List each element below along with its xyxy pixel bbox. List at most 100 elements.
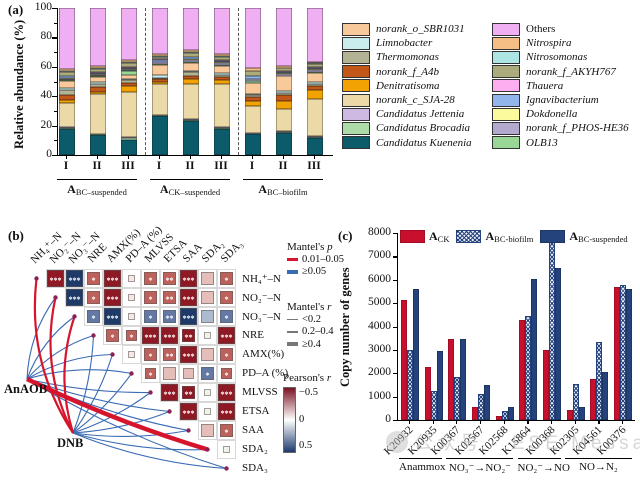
pearson-mid-label: 0 (299, 413, 305, 425)
matrix-cell (201, 291, 214, 304)
panel-a-y-tick (52, 96, 57, 98)
network-edge-DNB-SDA₂ (72, 432, 208, 451)
network-edge-DNB-NO₃⁻–N (63, 316, 76, 434)
matrix-cell: * (106, 329, 119, 342)
panel-a-y-minor-tick (54, 81, 57, 83)
matrix-cell (201, 348, 214, 361)
network-edge-AnAOB-NRE (26, 334, 94, 380)
panel-c-group-label: NO→N₂ (579, 461, 618, 473)
legend-item: Limnobacter (342, 36, 472, 50)
bar-segment-denitratisoma (121, 85, 137, 92)
bar-segment-phoshe36 (276, 74, 292, 76)
matrix-row-label: NH₄⁺–N (242, 272, 281, 285)
bar-segment-ignavibacterium (152, 60, 168, 62)
matrix-cell-slot: * (122, 326, 141, 345)
mantel-p-item: 0.01–0.05 (287, 253, 344, 266)
significance-stars: *** (144, 332, 157, 342)
legend-label: Limnobacter (376, 37, 433, 50)
bar-segment-dokdonella (245, 78, 261, 80)
bar-segment-olb13 (183, 61, 199, 64)
bar-segment-sbr1031 (152, 65, 168, 75)
panel-c-y-tick-label: 7000 (368, 249, 391, 262)
matrix-cell: * (220, 348, 233, 361)
bar-segment-kuenenia (90, 135, 106, 155)
panel-c-legend-swatch-CK (400, 230, 425, 243)
significance-stars: *** (106, 275, 119, 285)
panel-a-group-label: ACK–suspended (159, 182, 221, 197)
bar-segment-nitrospira (121, 60, 137, 63)
network-edge-AnAOB-PD–A (%) (26, 369, 132, 380)
matrix-cell-slot: *** (46, 269, 65, 288)
matrix-cell: *** (180, 289, 197, 306)
bar-segment-dokdonella (183, 58, 199, 60)
bar-segment-kuenenia (183, 121, 199, 155)
significance-stars: * (224, 294, 229, 304)
panel-c-group-label: NO₂⁻→NO (517, 462, 570, 474)
significance-stars: * (224, 351, 229, 361)
matrix-cell (223, 446, 230, 453)
matrix-cell-slot: *** (103, 307, 122, 326)
bar-segment-limnobacter (90, 82, 106, 84)
significance-stars: ** (165, 275, 174, 285)
matrix-cell: ** (163, 291, 176, 304)
matrix-cell: * (220, 291, 233, 304)
matrix-cell: * (87, 272, 100, 285)
network-edge-AnAOB-NO₂⁻–N (26, 297, 56, 380)
network-node-label-DNB: DNB (57, 436, 84, 450)
bar-segment-sbr1031 (121, 74, 137, 79)
bar-segment-nitrosomonas (121, 62, 137, 64)
significance-stars: *** (163, 332, 176, 342)
matrix-row-label: SDA₃ (242, 461, 268, 474)
bar-segment-olb13 (214, 64, 230, 67)
bar-segment-kuenenia (214, 129, 230, 155)
panel-a-legend-column-2: Others Nitrospira Nitrosomonas norank_f_AKY… (492, 22, 629, 150)
panel-b-network-svg (26, 276, 229, 471)
bar-segment-nitrosomonas (90, 68, 106, 70)
bar-segment-denitratisoma (152, 81, 168, 85)
bar-segment-sja28 (214, 84, 230, 128)
mantel-p-title: Mantel's p (287, 241, 333, 253)
bar-segment-limnobacter (59, 88, 75, 91)
significance-stars: * (205, 370, 210, 380)
panel-a-x-tick-label: I (156, 160, 162, 172)
bar-segment-jettenia (121, 137, 137, 139)
bar-K02568-BC-biofilm (501, 410, 508, 420)
significance-stars: *** (182, 408, 195, 418)
bar-segment-thermomonas (276, 92, 292, 95)
matrix-cell-slot (217, 440, 236, 459)
bar-segment-brocadia (183, 119, 199, 122)
stacked-bar (276, 8, 292, 155)
panel-c-legend-label: ACK (429, 229, 450, 244)
panel-a-y-tick (52, 37, 57, 39)
bar-segment-sja28 (90, 94, 106, 134)
bar-segment-a4b (214, 77, 230, 81)
bar-K02567-BC-biofilm (477, 393, 484, 420)
significance-stars: *** (49, 275, 62, 285)
bar-segment-nitrosomonas (276, 67, 292, 69)
matrix-cell (204, 389, 211, 396)
significance-stars: * (224, 370, 229, 380)
matrix-cell-slot: *** (103, 269, 122, 288)
bar-segment-akyh767 (152, 56, 168, 60)
matrix-cell-slot: *** (65, 288, 84, 307)
stacked-bar (245, 8, 261, 155)
matrix-node-dot (186, 428, 191, 433)
bar-segment-brocadia (214, 127, 230, 130)
bar-K02567-BC-suspended (483, 384, 490, 420)
matrix-cell-slot: ** (160, 288, 179, 307)
panel-a-y-tick-label: 60 (40, 59, 53, 72)
matrix-cell (128, 275, 135, 282)
legend-label: Others (526, 23, 556, 36)
matrix-node-dot (34, 276, 39, 281)
mantel-p-item-label: ≥0.05 (302, 266, 327, 278)
bar-segment-sbr1031 (183, 63, 199, 71)
matrix-cell-slot: ** (160, 345, 179, 364)
bar-K02567-CK (471, 407, 478, 420)
panel-a-group-separator (144, 8, 146, 155)
bar-K04561-CK (590, 379, 597, 420)
pearson-top-label: −0.5 (299, 387, 319, 398)
bar-segment-nitrospira (59, 69, 75, 72)
matrix-cell-slot: * (217, 345, 236, 364)
panel-b-label: (b) (8, 228, 24, 243)
